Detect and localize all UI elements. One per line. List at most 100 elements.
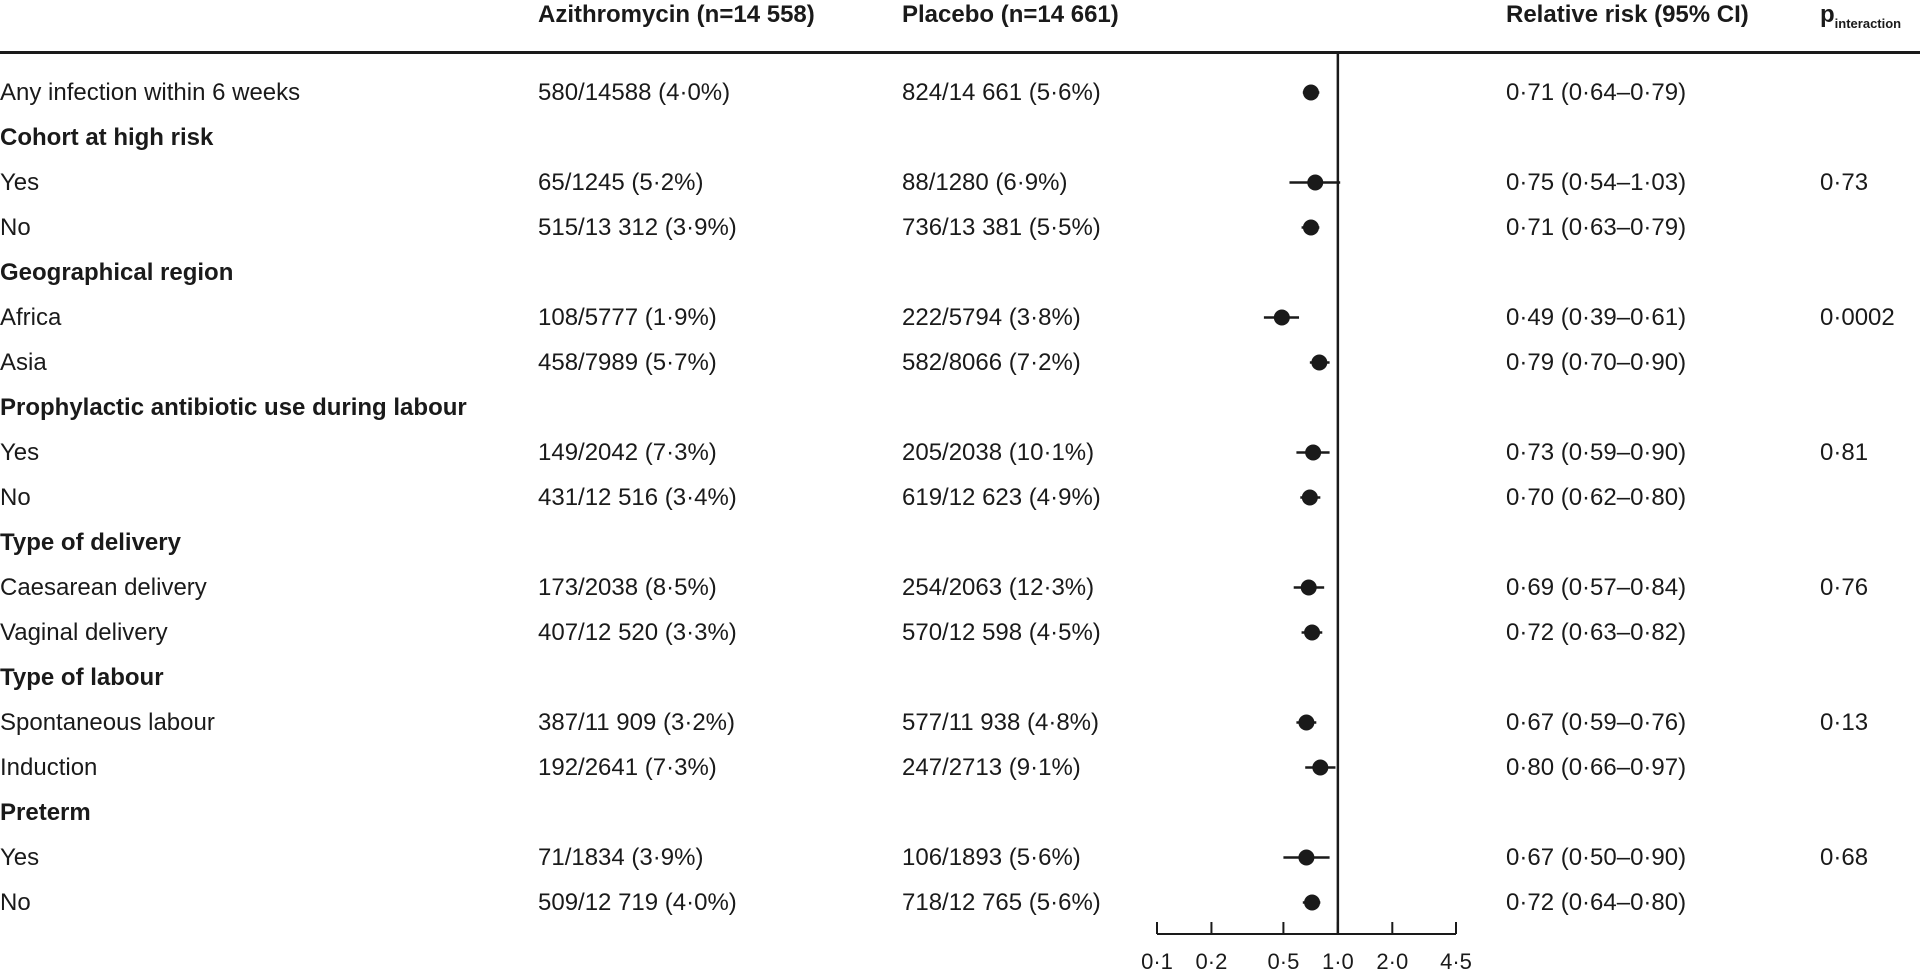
table-row: Caesarean delivery 173/2038 (8·5%) 254/206…	[0, 565, 1920, 610]
point-estimate-marker	[1312, 759, 1329, 776]
section-label: Prophylactic antibiotic use during labou…	[0, 394, 467, 421]
section-header-row: Cohort at high risk	[0, 115, 1920, 160]
placebo-cell: 254/2063 (12·3%)	[902, 574, 1095, 601]
x-tick-label: 0·5	[1268, 949, 1300, 973]
p-interaction-main: p	[1820, 1, 1835, 28]
table-row: No 509/12 719 (4·0%) 718/12 765 (5·6%) 0·72…	[0, 880, 1920, 925]
table-row: Any infection within 6 weeks 580/14588 (4…	[0, 70, 1920, 115]
point-estimate-marker	[1302, 84, 1319, 101]
row-label: Yes	[0, 439, 40, 466]
column-header-relative-risk: Relative risk (95% CI)	[1506, 1, 1749, 28]
x-tick-label: 1·0	[1322, 949, 1354, 973]
azithromycin-cell: 149/2042 (7·3%)	[538, 439, 717, 466]
relative-risk-cell: 0·73 (0·59–0·90)	[1506, 439, 1687, 466]
relative-risk-cell: 0·79 (0·70–0·90)	[1506, 349, 1687, 376]
azithromycin-cell: 407/12 520 (3·3%)	[538, 619, 737, 646]
placebo-cell: 106/1893 (5·6%)	[902, 844, 1081, 871]
placebo-cell: 736/13 381 (5·5%)	[902, 214, 1101, 241]
table-row: No 431/12 516 (3·4%) 619/12 623 (4·9%) 0·70…	[0, 475, 1920, 520]
relative-risk-cell: 0·80 (0·66–0·97)	[1506, 754, 1687, 781]
section-label: Preterm	[0, 799, 91, 826]
section-label: Cohort at high risk	[0, 124, 214, 151]
section-label: Geographical region	[0, 259, 234, 286]
azithromycin-cell: 515/13 312 (3·9%)	[538, 214, 737, 241]
x-tick-label: 4·5	[1440, 949, 1472, 973]
row-label: Any infection within 6 weeks	[0, 79, 301, 106]
table-row: Asia 458/7989 (5·7%) 582/8066 (7·2%) 0·79 (…	[0, 340, 1920, 385]
section-header-row: Type of labour	[0, 655, 1920, 700]
relative-risk-cell: 0·71 (0·63–0·79)	[1506, 214, 1687, 241]
placebo-cell: 88/1280 (6·9%)	[902, 169, 1068, 196]
azithromycin-cell: 108/5777 (1·9%)	[538, 304, 717, 331]
relative-risk-cell: 0·49 (0·39–0·61)	[1506, 304, 1687, 331]
x-tick-label: 0·2	[1196, 949, 1228, 973]
azithromycin-cell: 173/2038 (8·5%)	[538, 574, 717, 601]
x-tick-label: 2·0	[1376, 949, 1408, 973]
point-estimate-marker	[1298, 849, 1315, 866]
azithromycin-cell: 509/12 719 (4·0%)	[538, 889, 737, 916]
table-row: Africa 108/5777 (1·9%) 222/5794 (3·8%) 0·49…	[0, 295, 1920, 340]
column-header-placebo: Placebo (n=14 661)	[902, 1, 1119, 28]
table-row: Spontaneous labour 387/11 909 (3·2%) 577/1…	[0, 700, 1920, 745]
point-estimate-marker	[1298, 714, 1315, 731]
azithromycin-cell: 71/1834 (3·9%)	[538, 844, 704, 871]
point-estimate-marker	[1302, 219, 1319, 236]
column-header-azithromycin: Azithromycin (n=14 558)	[538, 1, 815, 28]
azithromycin-cell: 192/2641 (7·3%)	[538, 754, 717, 781]
p-interaction-cell: 0·13	[1820, 709, 1869, 736]
table-row: Yes 149/2042 (7·3%) 205/2038 (10·1%) 0·73 (…	[0, 430, 1920, 475]
row-label: Asia	[0, 349, 47, 376]
p-interaction-cell: 0·0002	[1820, 304, 1895, 331]
p-interaction-cell: 0·76	[1820, 574, 1869, 601]
azithromycin-cell: 65/1245 (5·2%)	[538, 169, 704, 196]
placebo-cell: 577/11 938 (4·8%)	[902, 709, 1100, 736]
point-estimate-marker	[1305, 444, 1322, 461]
azithromycin-cell: 431/12 516 (3·4%)	[538, 484, 737, 511]
placebo-cell: 247/2713 (9·1%)	[902, 754, 1081, 781]
azithromycin-cell: 580/14588 (4·0%)	[538, 79, 731, 106]
table-row: Yes 71/1834 (3·9%) 106/1893 (5·6%) 0·67 (0·…	[0, 835, 1920, 880]
section-header-row: Geographical region	[0, 250, 1920, 295]
point-estimate-marker	[1311, 354, 1328, 371]
row-label: Induction	[0, 754, 98, 781]
section-header-row: Type of delivery	[0, 520, 1920, 565]
relative-risk-cell: 0·72 (0·64–0·80)	[1506, 889, 1687, 916]
column-header-p-interaction: pinteraction	[1820, 0, 1901, 39]
placebo-cell: 619/12 623 (4·9%)	[902, 484, 1101, 511]
placebo-cell: 824/14 661 (5·6%)	[902, 79, 1101, 106]
row-label: No	[0, 484, 31, 511]
azithromycin-cell: 387/11 909 (3·2%)	[538, 709, 736, 736]
table-row: Vaginal delivery 407/12 520 (3·3%) 570/12 …	[0, 610, 1920, 655]
point-estimate-marker	[1273, 309, 1290, 326]
placebo-cell: 718/12 765 (5·6%)	[902, 889, 1101, 916]
relative-risk-cell: 0·70 (0·62–0·80)	[1506, 484, 1687, 511]
table-row: Induction 192/2641 (7·3%) 247/2713 (9·1%) 0…	[0, 745, 1920, 790]
p-interaction-cell: 0·81	[1820, 439, 1869, 466]
placebo-cell: 570/12 598 (4·5%)	[902, 619, 1101, 646]
row-label: Caesarean delivery	[0, 574, 207, 601]
section-header-row: Prophylactic antibiotic use during labou…	[0, 385, 1920, 430]
section-label: Type of labour	[0, 664, 164, 691]
point-estimate-marker	[1300, 579, 1317, 596]
p-interaction-cell: 0·68	[1820, 844, 1869, 871]
table-row: No 515/13 312 (3·9%) 736/13 381 (5·5%) 0·71…	[0, 205, 1920, 250]
point-estimate-marker	[1304, 624, 1321, 641]
p-interaction-cell: 0·73	[1820, 169, 1869, 196]
relative-risk-cell: 0·69 (0·57–0·84)	[1506, 574, 1687, 601]
relative-risk-cell: 0·75 (0·54–1·03)	[1506, 169, 1687, 196]
placebo-cell: 205/2038 (10·1%)	[902, 439, 1095, 466]
p-interaction-subscript: interaction	[1834, 16, 1902, 31]
point-estimate-marker	[1304, 894, 1321, 911]
row-label: Spontaneous labour	[0, 709, 215, 736]
point-estimate-marker	[1307, 174, 1324, 191]
table-row: Yes 65/1245 (5·2%) 88/1280 (6·9%) 0·75 (0·5…	[0, 160, 1920, 205]
relative-risk-cell: 0·72 (0·63–0·82)	[1506, 619, 1687, 646]
row-label: No	[0, 889, 31, 916]
row-label: Yes	[0, 169, 40, 196]
azithromycin-cell: 458/7989 (5·7%)	[538, 349, 717, 376]
relative-risk-cell: 0·67 (0·50–0·90)	[1506, 844, 1687, 871]
point-estimate-marker	[1301, 489, 1318, 506]
row-label: Vaginal delivery	[0, 619, 168, 646]
placebo-cell: 582/8066 (7·2%)	[902, 349, 1081, 376]
